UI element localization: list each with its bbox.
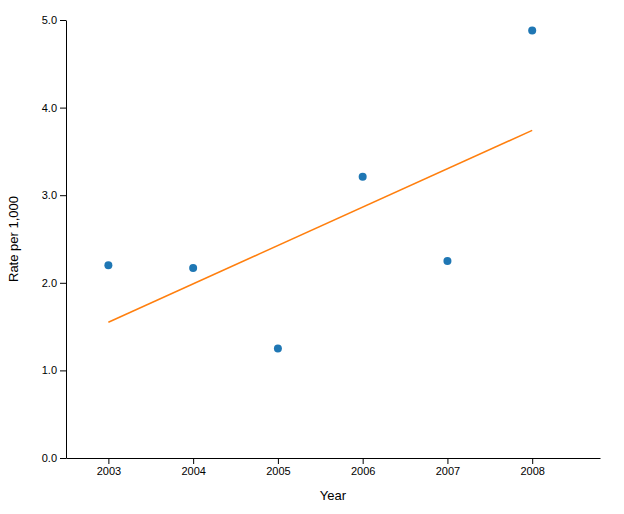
point [359, 173, 367, 181]
y-tick-label: 0.0 [42, 452, 57, 464]
y-tick-mark [60, 458, 66, 459]
x-axis-title: Year [320, 488, 347, 503]
y-tick-mark [60, 195, 66, 196]
point [104, 261, 112, 269]
x-tick-label: 2004 [181, 465, 205, 477]
x-tick: 2003 [97, 458, 121, 477]
chart: 2003 2004 2005 2006 2007 2008 0.0 1.0 2.0 3.0 4.0 5… [0, 0, 624, 514]
x-axis-line [67, 458, 601, 459]
x-tick-mark [108, 458, 109, 464]
point [528, 27, 536, 35]
x-tick-label: 2005 [266, 465, 290, 477]
y-tick-label: 1.0 [42, 364, 57, 376]
y-axis: 0.0 1.0 2.0 3.0 4.0 5.0 [42, 14, 67, 464]
x-tick-mark [532, 458, 533, 464]
y-tick-mark [60, 20, 66, 21]
point [274, 345, 282, 353]
x-tick: 2004 [181, 458, 205, 477]
x-axis: 2003 2004 2005 2006 2007 2008 [67, 458, 601, 477]
y-tick: 4.0 [42, 102, 66, 114]
y-tick-mark [60, 283, 66, 284]
x-tick-mark [193, 458, 194, 464]
point [443, 257, 451, 265]
x-tick: 2005 [266, 458, 290, 477]
y-axis-line [66, 21, 67, 459]
x-tick-label: 2007 [436, 465, 460, 477]
regression-line [108, 130, 532, 322]
y-tick-mark [60, 370, 66, 371]
y-tick: 0.0 [42, 452, 66, 464]
y-tick-label: 4.0 [42, 102, 57, 114]
y-tick: 1.0 [42, 364, 66, 376]
plot: 2003 2004 2005 2006 2007 2008 0.0 1.0 2.0 3.0 4.0 5… [6, 14, 601, 503]
x-tick-mark [278, 458, 279, 464]
x-tick-label: 2006 [351, 465, 375, 477]
y-tick: 2.0 [42, 277, 66, 289]
y-tick: 3.0 [42, 189, 66, 201]
x-tick-mark [363, 458, 364, 464]
x-tick: 2008 [520, 458, 544, 477]
marks [104, 27, 536, 353]
x-tick-mark [447, 458, 448, 464]
x-tick: 2006 [351, 458, 375, 477]
x-tick-label: 2003 [97, 465, 121, 477]
y-tick: 5.0 [42, 14, 66, 26]
x-tick-label: 2008 [520, 465, 544, 477]
y-tick-label: 5.0 [42, 14, 57, 26]
y-tick-label: 2.0 [42, 277, 57, 289]
y-tick-label: 3.0 [42, 189, 57, 201]
x-tick: 2007 [436, 458, 460, 477]
y-tick-mark [60, 108, 66, 109]
point [189, 264, 197, 272]
y-axis-title: Rate per 1,000 [6, 196, 21, 282]
